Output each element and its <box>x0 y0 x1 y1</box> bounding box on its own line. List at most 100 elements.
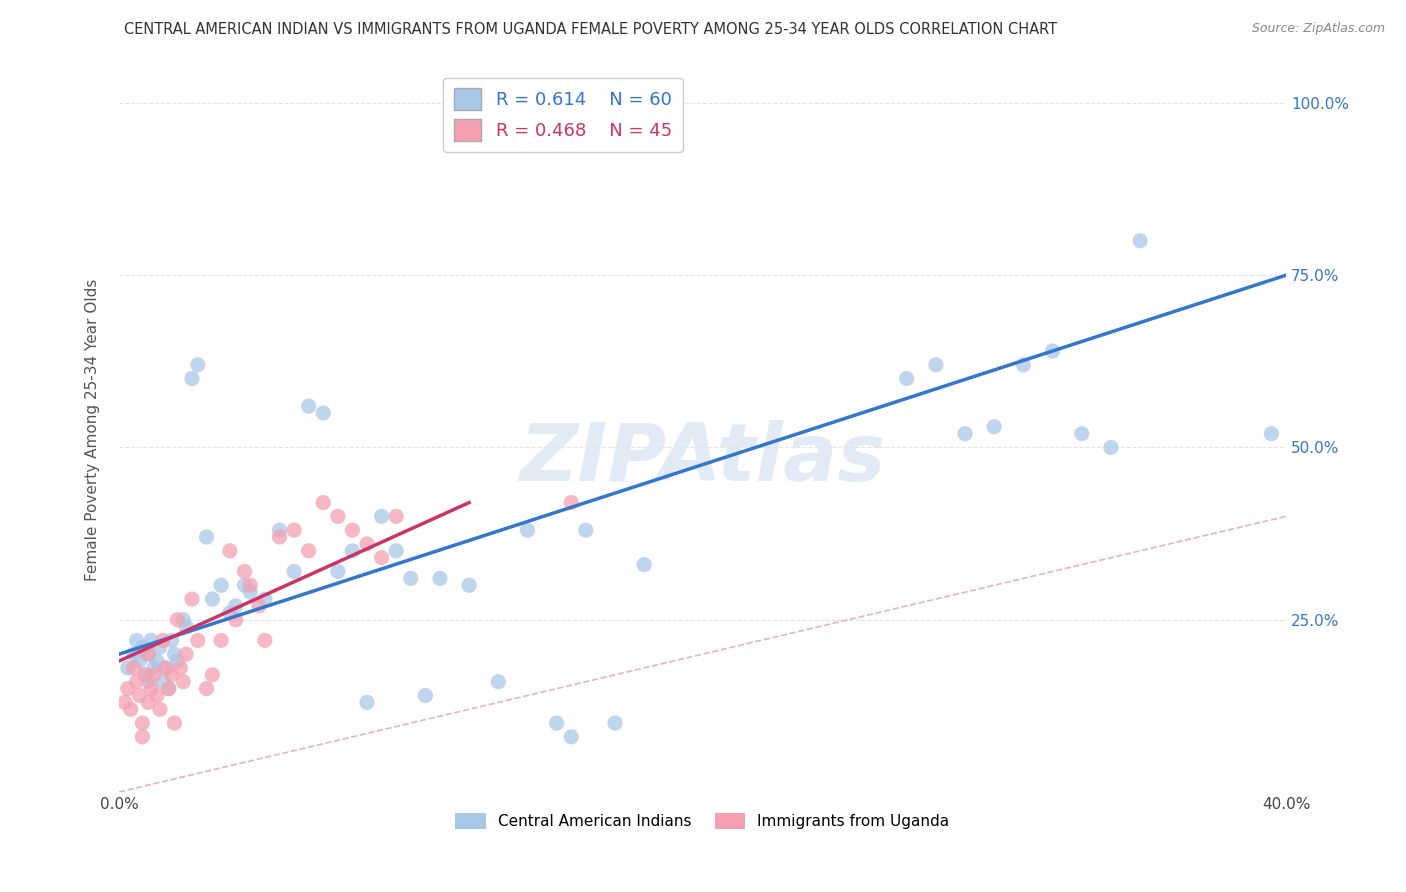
Text: ZIPAtlas: ZIPAtlas <box>519 420 886 498</box>
Point <box>356 537 378 551</box>
Point <box>298 399 321 413</box>
Point <box>139 681 162 696</box>
Point <box>136 647 159 661</box>
Point <box>149 640 172 655</box>
Point <box>269 530 291 544</box>
Point <box>134 668 156 682</box>
Point <box>122 647 145 661</box>
Point <box>326 509 349 524</box>
Point <box>143 668 166 682</box>
Point <box>458 578 481 592</box>
Point <box>239 585 262 599</box>
Point <box>575 523 598 537</box>
Point <box>125 674 148 689</box>
Point <box>209 578 232 592</box>
Point <box>516 523 538 537</box>
Point <box>139 633 162 648</box>
Point <box>157 681 180 696</box>
Text: Source: ZipAtlas.com: Source: ZipAtlas.com <box>1251 22 1385 36</box>
Point <box>283 523 305 537</box>
Point <box>385 544 408 558</box>
Point <box>128 689 150 703</box>
Point <box>174 619 197 633</box>
Point <box>225 613 247 627</box>
Point <box>131 716 153 731</box>
Point <box>342 523 364 537</box>
Point <box>195 530 218 544</box>
Point <box>172 674 194 689</box>
Point <box>143 661 166 675</box>
Point <box>233 578 256 592</box>
Point <box>953 426 976 441</box>
Point <box>239 578 262 592</box>
Point <box>896 371 918 385</box>
Point <box>181 371 204 385</box>
Point <box>1070 426 1092 441</box>
Point <box>149 702 172 716</box>
Point <box>128 654 150 668</box>
Point <box>269 523 291 537</box>
Point <box>633 558 655 572</box>
Point <box>1129 234 1152 248</box>
Point <box>117 681 139 696</box>
Point <box>370 509 392 524</box>
Point <box>429 571 451 585</box>
Point <box>209 633 232 648</box>
Point <box>166 613 188 627</box>
Point <box>219 544 242 558</box>
Point <box>399 571 422 585</box>
Point <box>298 544 321 558</box>
Point <box>312 495 335 509</box>
Point <box>486 674 509 689</box>
Point <box>370 550 392 565</box>
Point <box>201 592 224 607</box>
Point <box>247 599 270 613</box>
Point <box>146 654 169 668</box>
Point <box>342 544 364 558</box>
Point <box>117 661 139 675</box>
Point <box>925 358 948 372</box>
Point <box>114 695 136 709</box>
Point <box>169 661 191 675</box>
Point <box>219 606 242 620</box>
Point <box>253 592 276 607</box>
Point <box>152 674 174 689</box>
Point <box>195 681 218 696</box>
Point <box>163 716 186 731</box>
Point <box>174 647 197 661</box>
Point <box>253 633 276 648</box>
Point <box>172 613 194 627</box>
Point <box>326 565 349 579</box>
Point <box>163 647 186 661</box>
Point <box>415 689 437 703</box>
Point <box>1042 344 1064 359</box>
Point <box>560 495 582 509</box>
Point <box>356 695 378 709</box>
Point <box>160 633 183 648</box>
Point <box>122 661 145 675</box>
Point <box>385 509 408 524</box>
Text: CENTRAL AMERICAN INDIAN VS IMMIGRANTS FROM UGANDA FEMALE POVERTY AMONG 25-34 YEA: CENTRAL AMERICAN INDIAN VS IMMIGRANTS FR… <box>124 22 1057 37</box>
Point <box>136 695 159 709</box>
Point <box>152 633 174 648</box>
Point <box>201 668 224 682</box>
Legend: Central American Indians, Immigrants from Uganda: Central American Indians, Immigrants fro… <box>450 806 956 835</box>
Point <box>160 668 183 682</box>
Point <box>546 716 568 731</box>
Point <box>225 599 247 613</box>
Point <box>983 419 1005 434</box>
Point <box>134 668 156 682</box>
Point <box>136 674 159 689</box>
Point <box>560 730 582 744</box>
Point <box>155 661 177 675</box>
Point <box>1099 441 1122 455</box>
Point <box>187 358 209 372</box>
Point <box>125 633 148 648</box>
Point <box>233 565 256 579</box>
Point <box>120 702 142 716</box>
Point <box>187 633 209 648</box>
Point <box>181 592 204 607</box>
Point <box>312 406 335 420</box>
Point <box>136 647 159 661</box>
Point <box>1260 426 1282 441</box>
